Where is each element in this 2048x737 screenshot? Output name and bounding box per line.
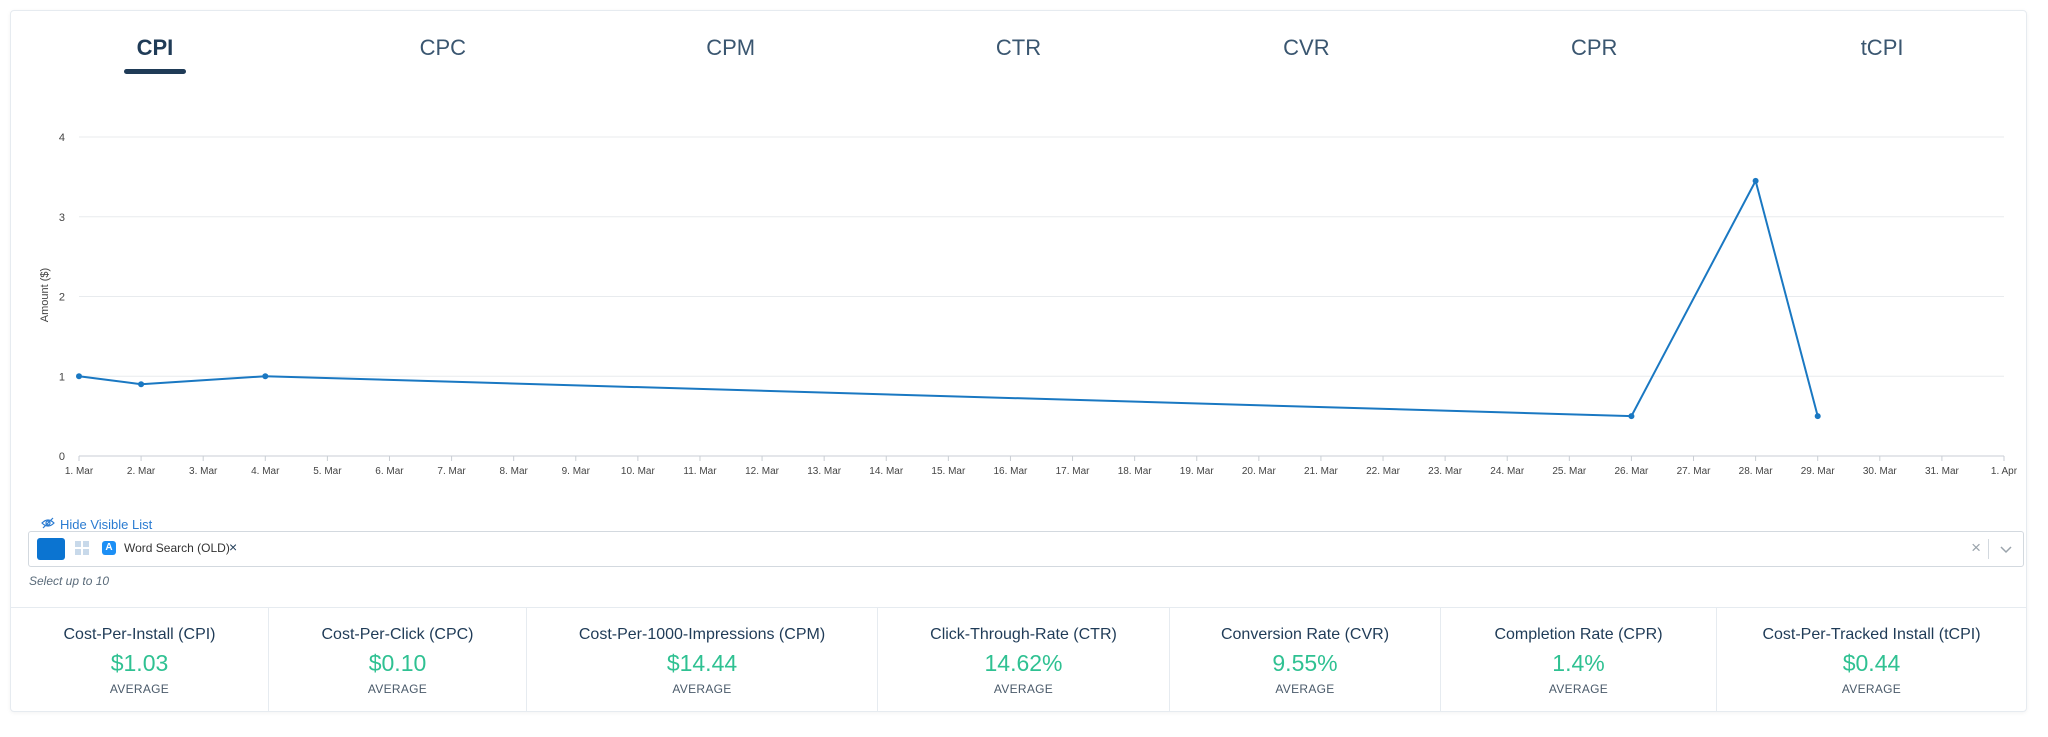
y-tick-label: 4 [59,132,65,144]
x-tick-label: 8. Mar [500,466,529,477]
tab-tcpi[interactable]: tCPI [1860,35,1904,60]
y-tick-label: 0 [59,451,65,463]
remove-chip-icon[interactable]: × [229,539,238,555]
selected-app-label: Word Search (OLD) [124,541,230,555]
stat-cpi: Cost-Per-Install (CPI) $1.03 AVERAGE [11,608,269,712]
data-point[interactable] [138,381,145,388]
x-tick-label: 26. Mar [1614,466,1649,477]
stat-value: $0.44 [1842,650,1901,676]
x-tick-label: 12. Mar [745,466,780,477]
x-tick-label: 20. Mar [1242,466,1277,477]
x-tick-label: 29. Mar [1801,466,1836,477]
stat-title: Cost-Per-Install (CPI) [63,626,216,643]
x-tick-label: 11. Mar [683,466,717,477]
x-tick-label: 28. Mar [1739,466,1774,477]
metric-tabs: CPI CPC CPM CTR CVR CPR tCPI [11,11,2026,81]
x-tick-label: 25. Mar [1552,466,1587,477]
selection-hint: Select up to 10 [29,574,110,588]
stat-value: 9.55% [1272,650,1338,676]
app-store-icon: A [102,541,116,555]
y-tick-label: 1 [59,371,65,383]
x-tick-label: 16. Mar [993,466,1028,477]
x-tick-label: 17. Mar [1056,466,1091,477]
stat-value: $0.10 [368,650,427,676]
stat-value: $1.03 [110,650,169,676]
stat-sub: AVERAGE [367,682,428,696]
x-tick-label: 5. Mar [313,466,342,477]
x-tick-label: 3. Mar [189,466,218,477]
x-tick-label: 1. Apr [1991,466,2018,477]
y-tick-label: 3 [59,212,65,224]
x-tick-label: 4. Mar [251,466,280,477]
stat-cvr: Conversion Rate (CVR) 9.55% AVERAGE [1170,608,1441,712]
stat-cpc: Cost-Per-Click (CPC) $0.10 AVERAGE [269,608,527,712]
stat-title: Completion Rate (CPR) [1494,626,1663,643]
x-tick-label: 21. Mar [1304,466,1339,477]
stat-sub: AVERAGE [1275,682,1335,696]
stat-cpr: Completion Rate (CPR) 1.4% AVERAGE [1441,608,1717,712]
x-tick-label: 27. Mar [1677,466,1712,477]
stat-cpm: Cost-Per-1000-Impressions (CPM) $14.44 A… [527,608,878,712]
stat-value: 14.62% [984,650,1063,676]
x-tick-label: 15. Mar [931,466,966,477]
x-tick-label: 30. Mar [1863,466,1898,477]
data-point[interactable] [76,373,82,380]
stat-title: Cost-Per-Tracked Install (tCPI) [1762,626,1981,643]
stat-sub: AVERAGE [993,682,1054,696]
tab-cvr[interactable]: CVR [1283,35,1330,60]
x-tick-label: 31. Mar [1925,466,1960,477]
x-tick-label: 9. Mar [562,466,591,477]
data-point[interactable] [1814,413,1821,420]
stat-ctr: Click-Through-Rate (CTR) 14.62% AVERAGE [878,608,1170,712]
stat-tcpi: Cost-Per-Tracked Install (tCPI) $0.44 AV… [1717,608,2026,712]
tab-ctr[interactable]: CTR [995,35,1042,60]
chevron-down-icon[interactable] [1997,540,2015,558]
x-tick-label: 7. Mar [437,466,466,477]
y-tick-label: 2 [59,292,65,304]
tab-cpm[interactable]: CPM [706,35,756,60]
stat-title: Cost-Per-1000-Impressions (CPM) [578,626,826,643]
x-tick-label: 19. Mar [1180,466,1215,477]
data-point[interactable] [1628,413,1635,420]
cpi-line-chart: 0 1 2 3 4 1. Mar 2. Mar 3. Mar 4. Mar 5. Mar 6. M… [39,132,2018,477]
tab-cpi[interactable]: CPI [11,11,299,81]
app-multiselect[interactable]: A Word Search (OLD) × × [28,531,2024,567]
x-tick-label: 1. Mar [65,466,94,477]
x-tick-label: 22. Mar [1366,466,1401,477]
data-point[interactable] [262,373,269,380]
x-tick-label: 13. Mar [807,466,842,477]
x-tick-label: 24. Mar [1490,466,1525,477]
stat-title: Conversion Rate (CVR) [1220,626,1390,643]
stat-value: 1.4% [1552,650,1605,676]
data-point[interactable] [1752,177,1759,184]
hide-visible-list-link[interactable]: Hide Visible List [41,517,152,532]
tab-cpr[interactable]: CPR [1571,35,1618,60]
x-tick-label: 6. Mar [375,466,404,477]
grid-icon [75,541,89,555]
x-tick-label: 23. Mar [1428,466,1463,477]
stat-title: Click-Through-Rate (CTR) [930,626,1117,643]
stat-title: Cost-Per-Click (CPC) [321,626,474,643]
stat-value: $14.44 [666,650,738,676]
x-tick-label: 2. Mar [127,466,156,477]
clear-selection-icon[interactable]: × [1971,538,1981,557]
tab-cpc[interactable]: CPC [419,35,467,60]
stat-sub: AVERAGE [109,682,170,696]
y-axis-label: Amount ($) [39,268,51,322]
stat-sub: AVERAGE [1841,682,1902,696]
hide-visible-list-label: Hide Visible List [60,517,153,532]
stat-sub: AVERAGE [1548,682,1609,696]
x-tick-label: 10. Mar [621,466,656,477]
stat-sub: AVERAGE [672,682,732,696]
stats-row: Cost-Per-Install (CPI) $1.03 AVERAGE Cos… [11,607,2026,712]
metrics-card: CPI CPC CPM CTR CVR CPR tCPI 0 1 2 3 4 1. Ma… [10,10,2027,712]
select-divider [1988,539,1989,559]
eye-off-icon [41,517,55,532]
x-tick-label: 14. Mar [869,466,904,477]
series-color-swatch[interactable] [37,538,65,560]
series-line [78,178,1819,418]
x-tick-label: 18. Mar [1118,466,1153,477]
